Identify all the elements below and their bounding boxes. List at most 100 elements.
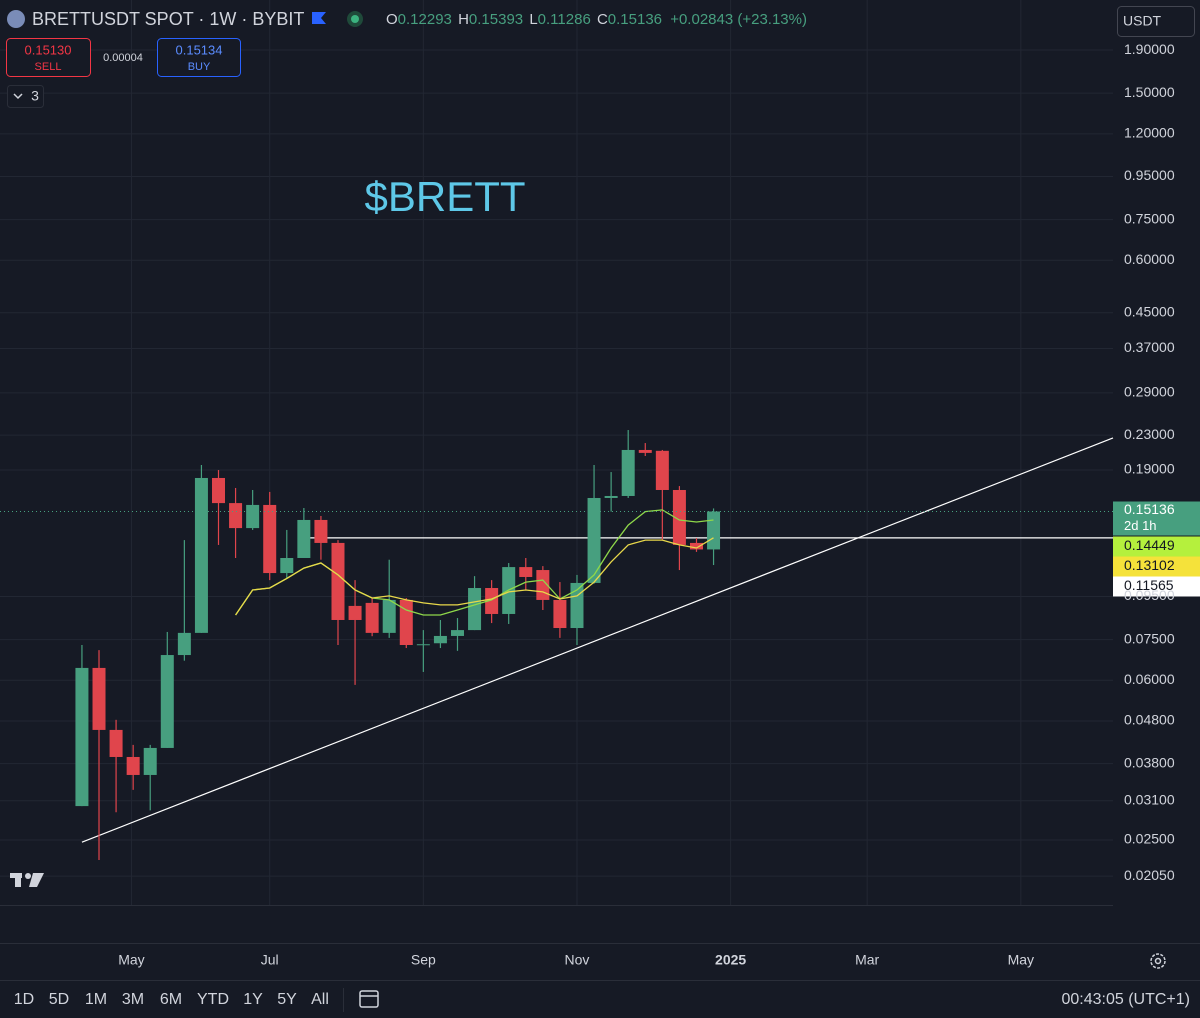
- y-tick-label: 0.04800: [1124, 712, 1175, 728]
- y-tick-label: 0.23000: [1124, 426, 1175, 442]
- flag-icon[interactable]: [312, 12, 326, 24]
- y-tick-label: 0.29000: [1124, 384, 1175, 400]
- candle-body: [75, 667, 89, 807]
- clock: 00:43:05 (UTC+1): [1061, 991, 1190, 1008]
- timeframe-button[interactable]: 1M: [85, 991, 107, 1008]
- marker-label-box: [1113, 536, 1200, 557]
- timeframe-button[interactable]: 5D: [49, 991, 69, 1008]
- sell-label: SELL: [35, 61, 62, 73]
- y-tick-label: 0.75000: [1124, 210, 1175, 226]
- candle-body: [92, 667, 106, 730]
- logo-part: [25, 873, 31, 879]
- timeframe-button[interactable]: 6M: [160, 991, 182, 1008]
- ohlc-label: L: [529, 11, 537, 28]
- candle-body: [331, 542, 345, 620]
- chart-title: BRETTUSDT SPOT · 1W · BYBIT: [32, 9, 304, 29]
- candle-body: [194, 477, 208, 633]
- candle-body: [160, 655, 174, 748]
- timeframe-button[interactable]: 5Y: [277, 991, 297, 1008]
- timeframe-button[interactable]: 1Y: [243, 991, 263, 1008]
- candle-body: [638, 449, 652, 453]
- x-tick-label: 2025: [715, 952, 746, 968]
- candle-body: [468, 588, 482, 631]
- y-tick-label: 0.03100: [1124, 791, 1175, 807]
- buy-price: 0.15134: [176, 42, 223, 57]
- logo-part: [15, 873, 21, 887]
- candle-body: [177, 632, 191, 656]
- candle-body: [314, 519, 328, 543]
- candle-body: [348, 605, 362, 620]
- x-tick-label: Jul: [261, 952, 279, 968]
- y-tick-label: 0.02500: [1124, 831, 1175, 847]
- candle-body: [604, 495, 618, 498]
- moving-average-line: [235, 537, 714, 616]
- marker-label-box: [1113, 556, 1200, 577]
- candle-body: [553, 599, 567, 629]
- y-tick-label: 0.95000: [1124, 167, 1175, 183]
- y-tick-label: 0.19000: [1124, 461, 1175, 477]
- chevron-icon: [13, 93, 23, 100]
- candle-body: [297, 519, 311, 558]
- timeframe-button[interactable]: All: [311, 991, 329, 1008]
- sell-price: 0.15130: [25, 42, 72, 57]
- timeframe-button[interactable]: YTD: [197, 991, 229, 1008]
- buy-button[interactable]: [157, 38, 241, 77]
- logo-part: [29, 873, 44, 887]
- countdown: 2d 1h: [1124, 518, 1157, 533]
- ohlc-label: C: [597, 11, 608, 28]
- candle-body: [707, 511, 721, 550]
- candle-body: [382, 599, 396, 633]
- x-tick-label: May: [118, 952, 144, 968]
- buy-label: BUY: [188, 61, 211, 73]
- gear: [1150, 953, 1166, 969]
- candle-body: [229, 503, 243, 529]
- y-tick-label: 0.60000: [1124, 251, 1175, 267]
- candle-body: [280, 557, 294, 574]
- x-tick-label: Mar: [855, 952, 879, 968]
- y-tick-label: 0.03800: [1124, 754, 1175, 770]
- sell-button[interactable]: [6, 38, 91, 77]
- y-tick-label: 0.06000: [1124, 671, 1175, 687]
- ohlc-change: +0.02843 (+23.13%): [670, 11, 807, 28]
- symbol-icon: [7, 10, 25, 28]
- ohlc-legend: O0.12293 H0.15393 L0.11286 C0.15136 +0.0…: [386, 11, 807, 28]
- ohlc-label: O: [386, 11, 398, 28]
- date-range-icon[interactable]: [359, 990, 379, 1008]
- ohlc-value: 0.11286: [538, 11, 591, 28]
- timeframe-button[interactable]: 3M: [122, 991, 144, 1008]
- candle-body: [263, 504, 277, 574]
- candle-body: [587, 497, 601, 583]
- candle-body: [536, 570, 550, 600]
- timeframe-button[interactable]: 1D: [14, 991, 34, 1008]
- price-label: 0.15136: [1124, 501, 1175, 517]
- candle-body: [126, 756, 140, 775]
- candle-body: [450, 630, 464, 636]
- y-tick-label: 0.09500: [1124, 587, 1175, 603]
- candle-body: [570, 582, 584, 629]
- y-tick-label: 1.20000: [1124, 125, 1175, 141]
- y-tick-label: 0.02050: [1124, 867, 1175, 883]
- y-tick-label: 1.50000: [1124, 84, 1175, 100]
- indicators-toggle[interactable]: [7, 85, 44, 108]
- candle-body: [621, 449, 635, 496]
- y-tick-label: 0.37000: [1124, 339, 1175, 355]
- ohlc-label: H: [458, 11, 469, 28]
- marker-label-box: [1113, 576, 1200, 597]
- currency-selector[interactable]: [1117, 6, 1195, 37]
- candle-body: [143, 747, 157, 775]
- trend-line: [81, 437, 1114, 843]
- ohlc-value: 0.15393: [469, 11, 523, 28]
- settings-icon[interactable]: [1150, 953, 1166, 969]
- candle-body: [485, 588, 499, 614]
- marker-label: 0.11565: [1124, 577, 1174, 593]
- candle-body: [246, 504, 260, 529]
- candle-body: [655, 450, 669, 490]
- candle-body: [672, 489, 686, 545]
- marker-label: 0.13102: [1124, 557, 1175, 573]
- candle-body: [433, 635, 447, 644]
- x-tick-label: May: [1008, 952, 1034, 968]
- status-dot: [351, 15, 359, 23]
